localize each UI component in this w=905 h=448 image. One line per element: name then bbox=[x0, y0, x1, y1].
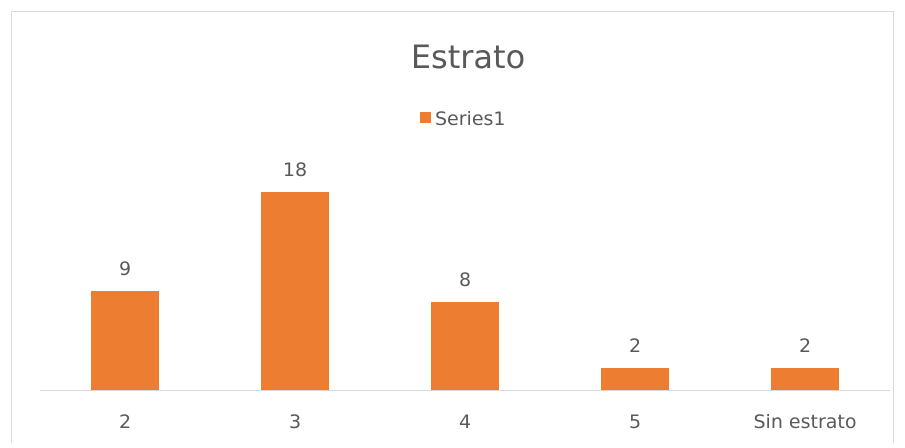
x-tick-label: 2 bbox=[119, 411, 131, 433]
data-label: 9 bbox=[119, 258, 131, 280]
legend-label: Series1 bbox=[435, 108, 506, 130]
data-label: 2 bbox=[799, 335, 811, 357]
bar-5 bbox=[601, 368, 669, 390]
bar-sin-estrato bbox=[771, 368, 839, 390]
x-axis-ticks: 2 3 4 5 Sin estrato bbox=[119, 411, 857, 433]
x-tick-label: 3 bbox=[289, 411, 301, 433]
x-tick-label: 5 bbox=[629, 411, 641, 433]
bar-2 bbox=[91, 291, 159, 390]
legend: Series1 bbox=[420, 108, 506, 130]
bar-4 bbox=[431, 302, 499, 390]
bars bbox=[91, 192, 839, 390]
x-tick-label: 4 bbox=[459, 411, 471, 433]
x-tick-label: Sin estrato bbox=[754, 411, 857, 433]
data-label: 8 bbox=[459, 269, 471, 291]
chart-title: Estrato bbox=[411, 38, 525, 76]
data-label: 18 bbox=[283, 159, 307, 181]
bar-3 bbox=[261, 192, 329, 390]
data-labels: 9 18 8 2 2 bbox=[119, 159, 811, 357]
legend-swatch bbox=[420, 112, 431, 123]
data-label: 2 bbox=[629, 335, 641, 357]
